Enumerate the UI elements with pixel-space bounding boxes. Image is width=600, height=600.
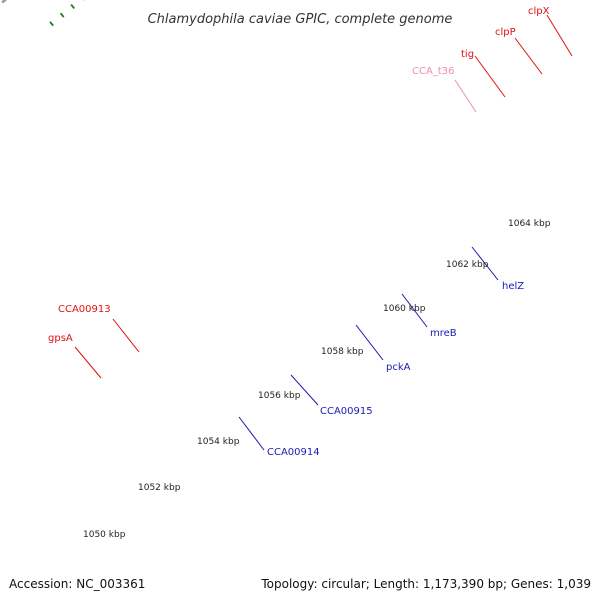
callout-line <box>290 374 319 406</box>
callout-line <box>401 293 428 328</box>
gene-label-clpP: clpP <box>495 27 516 38</box>
scale-label: 1054 kbp <box>197 437 240 447</box>
callout-line <box>546 14 573 57</box>
scale-label: 1062 kbp <box>446 260 489 270</box>
scale-label: 1050 kbp <box>83 530 126 540</box>
scale-tick <box>70 4 75 10</box>
scale-label: 1064 kbp <box>508 219 551 229</box>
callout-line <box>454 79 477 113</box>
gene-label-CCA00913: CCA00913 <box>58 304 111 315</box>
gene-callouts: clpX clpP tig CCA_t36 CCA00913 gpsA helZ mreB pc… <box>48 6 573 458</box>
scale-label: 1058 kbp <box>321 347 364 357</box>
scale-label: 1052 kbp <box>138 483 181 493</box>
scale-tick <box>59 12 65 18</box>
gene-label-helZ: helZ <box>502 281 524 292</box>
scale-ticks <box>49 0 85 27</box>
gene-label-tig: tig <box>461 49 474 60</box>
scale-tick <box>49 21 54 27</box>
callout-line <box>355 324 384 361</box>
gene-label-gpsA: gpsA <box>48 333 73 344</box>
backbone-line <box>1 0 8 4</box>
genome-summary: Topology: circular; Length: 1,173,390 bp… <box>261 577 591 591</box>
genome-backbone <box>0 0 8 4</box>
callout-line <box>74 346 102 379</box>
accession-text: Accession: NC_003361 <box>9 577 146 591</box>
scale-labels: 1050 kbp 1052 kbp 1054 kbp 1056 kbp 1058 kbp… <box>83 219 551 540</box>
scale-label: 1056 kbp <box>258 391 301 401</box>
scale-label: 1060 kbp <box>383 304 426 314</box>
gene-label-CCA00914: CCA00914 <box>267 447 320 458</box>
callout-line <box>514 37 543 75</box>
callout-line <box>112 318 140 353</box>
gene-label-CCA00915: CCA00915 <box>320 406 373 417</box>
gene-label-pckA: pckA <box>386 362 411 373</box>
callout-line <box>471 246 499 281</box>
gene-label-CCA_t36: CCA_t36 <box>412 66 454 77</box>
gene-label-mreB: mreB <box>430 328 457 339</box>
callout-line <box>238 416 265 451</box>
gene-label-clpX: clpX <box>528 6 550 17</box>
callout-line <box>474 55 506 98</box>
map-title: Chlamydophila caviae GPIC, complete geno… <box>148 12 453 27</box>
